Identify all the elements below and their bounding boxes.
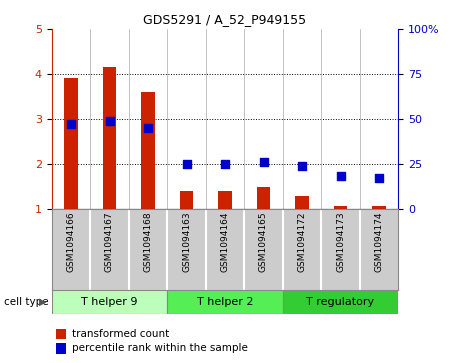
Bar bbox=[372, 207, 386, 209]
Point bbox=[144, 125, 152, 131]
Bar bbox=[64, 78, 78, 209]
Point bbox=[260, 159, 267, 165]
Text: T helper 2: T helper 2 bbox=[197, 297, 253, 307]
Point bbox=[106, 118, 113, 123]
Text: GSM1094164: GSM1094164 bbox=[220, 211, 230, 272]
Bar bbox=[180, 191, 193, 209]
Bar bbox=[167, 290, 283, 314]
Point bbox=[183, 161, 190, 167]
Text: percentile rank within the sample: percentile rank within the sample bbox=[72, 343, 248, 354]
Bar bbox=[283, 290, 398, 314]
Bar bbox=[141, 92, 155, 209]
Title: GDS5291 / A_52_P949155: GDS5291 / A_52_P949155 bbox=[144, 13, 306, 26]
Text: GSM1094165: GSM1094165 bbox=[259, 211, 268, 272]
Text: GSM1094172: GSM1094172 bbox=[297, 211, 306, 272]
Point bbox=[298, 163, 306, 168]
Text: T regulatory: T regulatory bbox=[306, 297, 374, 307]
Text: T helper 9: T helper 9 bbox=[81, 297, 138, 307]
Point bbox=[337, 174, 344, 179]
Text: GSM1094163: GSM1094163 bbox=[182, 211, 191, 272]
Text: ▶: ▶ bbox=[39, 297, 46, 307]
Bar bbox=[334, 207, 347, 209]
Bar bbox=[295, 196, 309, 209]
Text: GSM1094173: GSM1094173 bbox=[336, 211, 345, 272]
Text: transformed count: transformed count bbox=[72, 329, 169, 339]
Bar bbox=[52, 290, 167, 314]
Point bbox=[68, 121, 75, 127]
Point bbox=[221, 161, 229, 167]
Text: GSM1094174: GSM1094174 bbox=[374, 211, 383, 272]
Point bbox=[375, 175, 382, 181]
Bar bbox=[257, 187, 270, 209]
Text: cell type: cell type bbox=[4, 297, 49, 307]
Text: GSM1094168: GSM1094168 bbox=[144, 211, 153, 272]
Bar bbox=[218, 191, 232, 209]
Text: GSM1094167: GSM1094167 bbox=[105, 211, 114, 272]
Text: GSM1094166: GSM1094166 bbox=[67, 211, 76, 272]
Bar bbox=[103, 67, 116, 209]
